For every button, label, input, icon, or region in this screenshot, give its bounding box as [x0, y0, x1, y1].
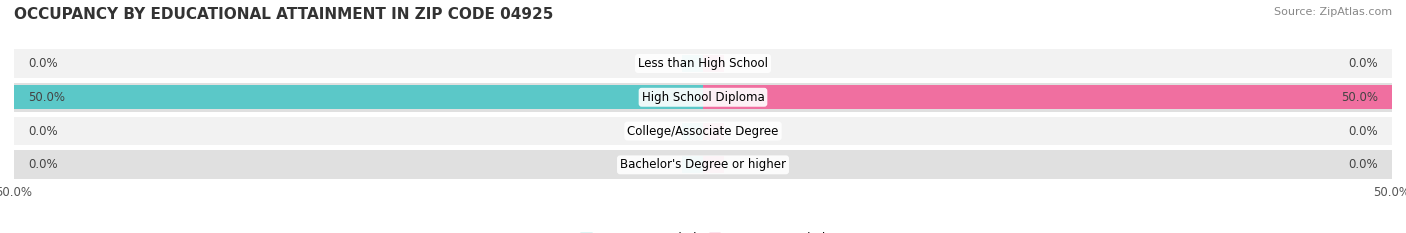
Bar: [14, 151, 1392, 179]
Bar: [682, 55, 703, 72]
Text: Bachelor's Degree or higher: Bachelor's Degree or higher: [620, 158, 786, 171]
Text: 50.0%: 50.0%: [1341, 91, 1378, 104]
Bar: [703, 156, 724, 173]
Text: 50.0%: 50.0%: [28, 91, 65, 104]
Text: OCCUPANCY BY EDUCATIONAL ATTAINMENT IN ZIP CODE 04925: OCCUPANCY BY EDUCATIONAL ATTAINMENT IN Z…: [14, 7, 554, 22]
Bar: [682, 156, 703, 173]
Text: 0.0%: 0.0%: [28, 57, 58, 70]
Text: Less than High School: Less than High School: [638, 57, 768, 70]
Text: 0.0%: 0.0%: [1348, 57, 1378, 70]
Bar: [703, 123, 724, 140]
Bar: [14, 49, 1392, 78]
Bar: [14, 85, 703, 110]
Text: 0.0%: 0.0%: [28, 125, 58, 137]
Text: 0.0%: 0.0%: [1348, 158, 1378, 171]
Text: 0.0%: 0.0%: [1348, 125, 1378, 137]
Legend: Owner-occupied, Renter-occupied: Owner-occupied, Renter-occupied: [575, 228, 831, 233]
Text: 0.0%: 0.0%: [28, 158, 58, 171]
Bar: [682, 123, 703, 140]
Bar: [703, 85, 1392, 110]
Bar: [14, 83, 1392, 112]
Bar: [14, 117, 1392, 145]
Text: High School Diploma: High School Diploma: [641, 91, 765, 104]
Text: College/Associate Degree: College/Associate Degree: [627, 125, 779, 137]
Text: Source: ZipAtlas.com: Source: ZipAtlas.com: [1274, 7, 1392, 17]
Bar: [703, 55, 724, 72]
